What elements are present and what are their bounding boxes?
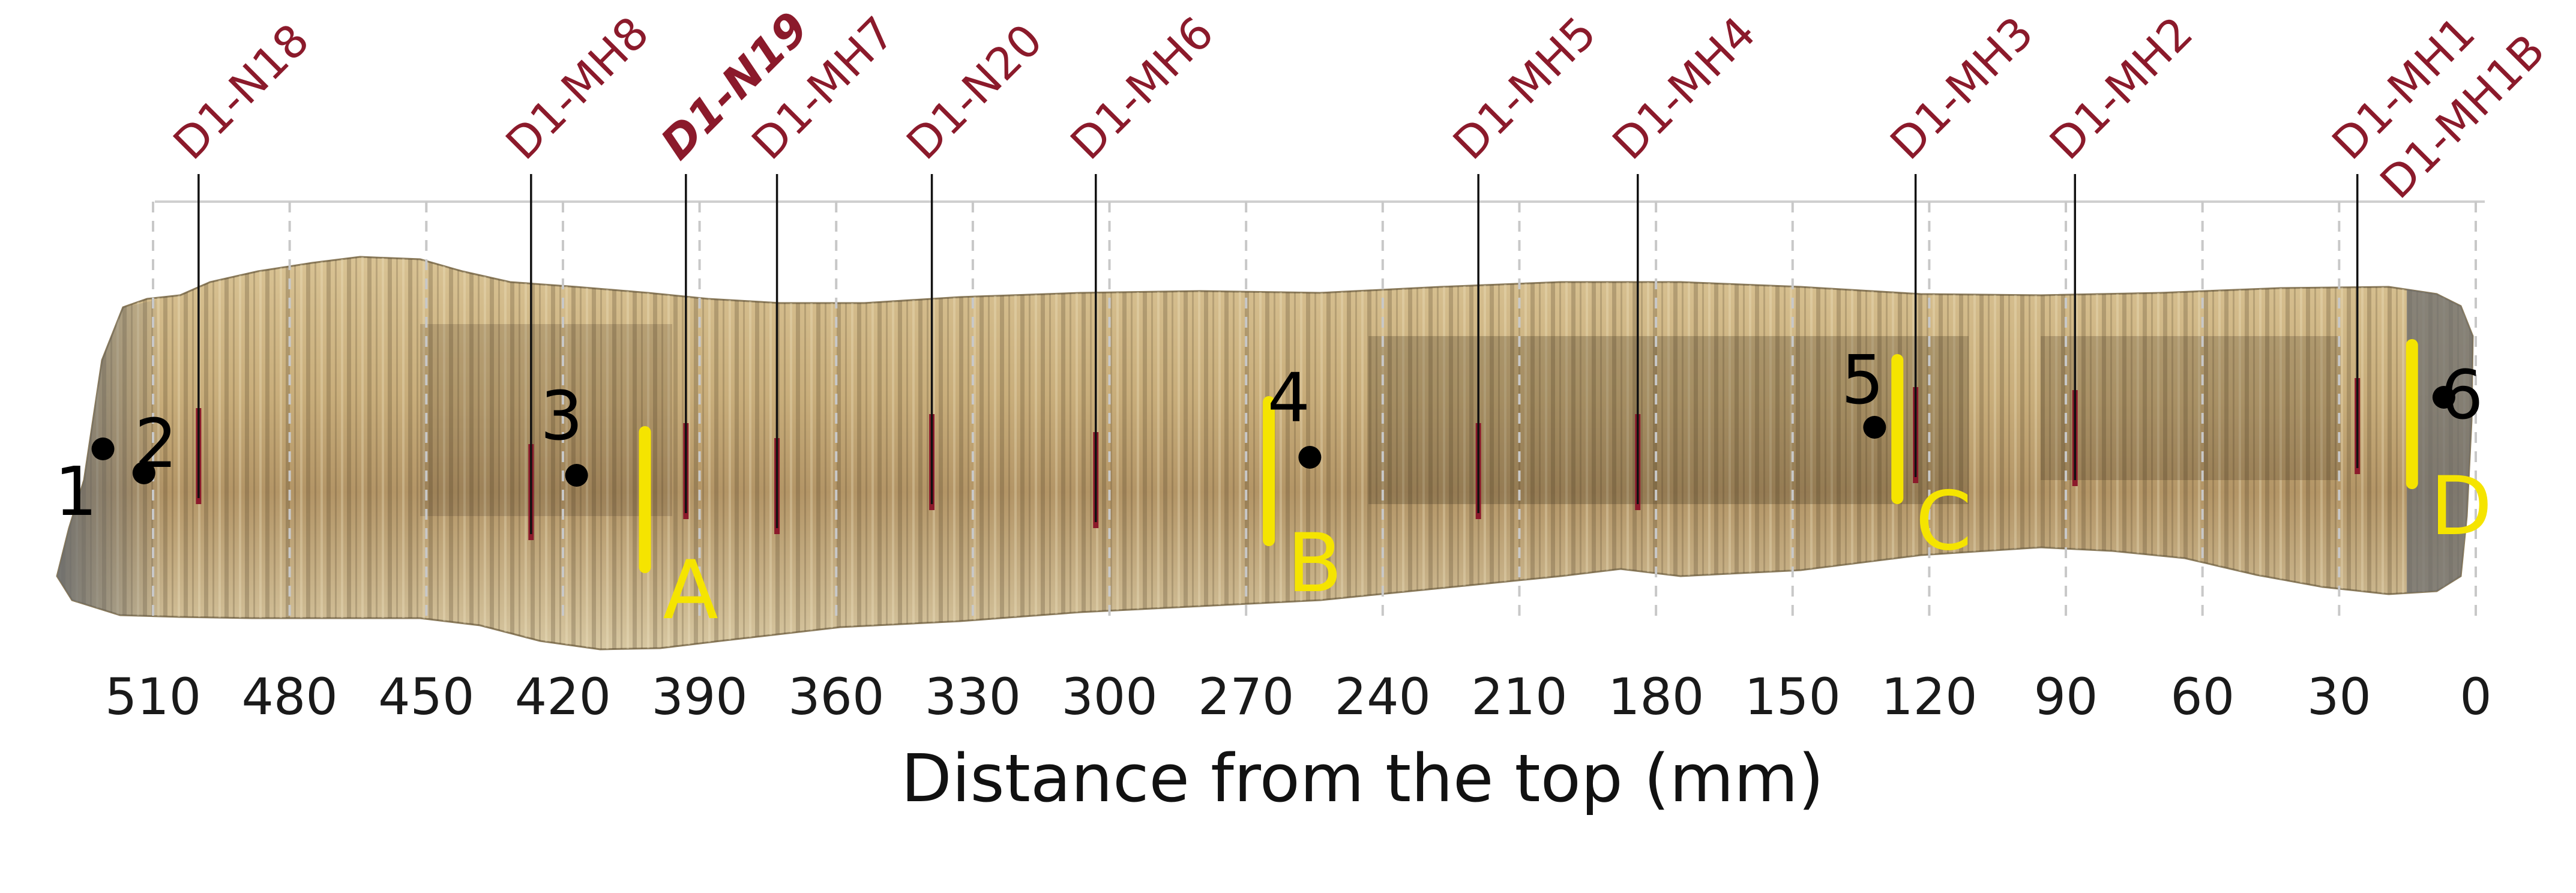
sample-label: D1-MH3 xyxy=(1881,7,2044,170)
x-tick-label: 390 xyxy=(651,667,747,726)
sample-label: D1-N18 xyxy=(164,14,319,170)
point-label: 4 xyxy=(1268,359,1310,437)
sample-label: D1-MH4 xyxy=(1603,7,1766,170)
point-label: 6 xyxy=(2440,356,2483,434)
x-tick-label: 510 xyxy=(105,667,201,726)
x-tick-label: 0 xyxy=(2460,667,2491,726)
x-tick-label: 450 xyxy=(378,667,474,726)
x-tick-label: 120 xyxy=(1881,667,1977,726)
point-label: 5 xyxy=(1841,341,1884,419)
x-tick-label: 60 xyxy=(2170,667,2234,726)
point-label: 3 xyxy=(540,377,583,456)
x-tick-label: 480 xyxy=(241,667,337,726)
sample-label: D1-N20 xyxy=(897,14,1053,170)
point-label: 1 xyxy=(55,453,97,531)
point-marker xyxy=(1298,446,1321,469)
x-tick-label: 150 xyxy=(1745,667,1841,726)
zone-label: B xyxy=(1287,516,1343,610)
x-axis-tick-labels: 510 480 450 420 390 360 330 300 270 240 210 180 150 1… xyxy=(105,667,2492,726)
zone-label: D xyxy=(2430,459,2493,553)
x-tick-label: 30 xyxy=(2307,667,2371,726)
x-tick-label: 420 xyxy=(515,667,611,726)
x-tick-label: 180 xyxy=(1608,667,1704,726)
x-tick-label: 360 xyxy=(788,667,884,726)
x-tick-label: 270 xyxy=(1198,667,1294,726)
sample-label: D1-MH2 xyxy=(2040,7,2203,170)
zone-label: A xyxy=(663,543,718,637)
x-tick-label: 90 xyxy=(2034,667,2098,726)
x-axis-title: Distance from the top (mm) xyxy=(901,740,1824,817)
x-tick-label: 210 xyxy=(1471,667,1567,726)
specimen-dark-band xyxy=(2041,336,2341,480)
point-marker xyxy=(565,464,588,487)
x-tick-label: 330 xyxy=(925,667,1021,726)
sample-label: D1-MH8 xyxy=(496,7,659,170)
sample-label: D1-MH5 xyxy=(1443,7,1606,170)
zone-label: C xyxy=(1915,474,1972,568)
x-tick-label: 300 xyxy=(1061,667,1157,726)
x-tick-label: 240 xyxy=(1335,667,1431,726)
sample-label: D1-MH6 xyxy=(1061,7,1224,170)
point-label: 2 xyxy=(134,405,177,483)
